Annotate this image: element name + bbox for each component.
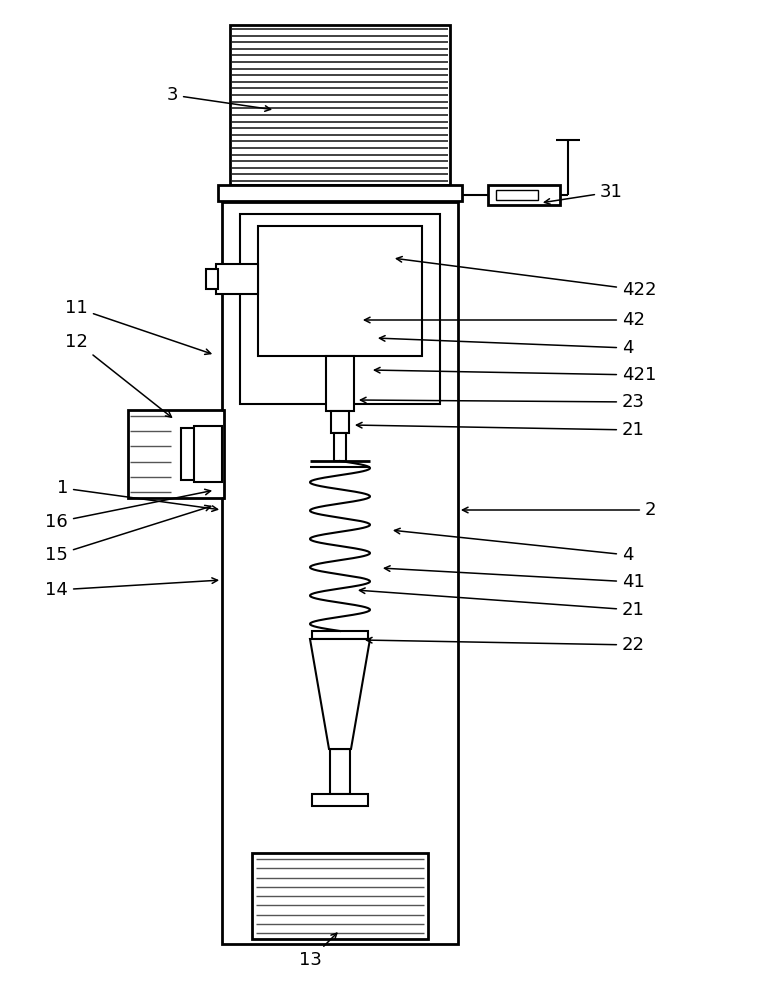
Text: 22: 22 [366, 636, 645, 654]
Bar [312, 631, 368, 639]
Text: 13: 13 [299, 933, 337, 969]
Text: 421: 421 [375, 366, 657, 384]
Text: 16: 16 [45, 489, 210, 531]
Text: 31: 31 [545, 183, 623, 204]
Bar [330, 749, 350, 794]
Bar [312, 794, 368, 806]
Bar [488, 185, 560, 205]
Bar [258, 226, 422, 356]
Text: 42: 42 [365, 311, 645, 329]
Text: 3: 3 [167, 86, 270, 111]
Bar [240, 214, 440, 404]
Text: 21: 21 [356, 421, 645, 439]
Bar [496, 190, 538, 200]
Text: 12: 12 [65, 333, 171, 417]
Text: 15: 15 [45, 505, 210, 564]
Text: 4: 4 [379, 336, 634, 357]
Bar [222, 202, 458, 944]
Text: 4: 4 [395, 528, 634, 564]
Bar [206, 269, 218, 289]
Bar [194, 426, 222, 482]
Bar [331, 411, 349, 433]
Text: 11: 11 [65, 299, 210, 354]
Bar [128, 410, 224, 498]
Text: 1: 1 [57, 479, 217, 511]
Text: 23: 23 [360, 393, 645, 411]
Text: 41: 41 [385, 566, 645, 591]
Bar [218, 185, 462, 201]
Bar [326, 356, 354, 411]
Polygon shape [310, 639, 370, 749]
Bar [216, 264, 258, 294]
Bar [252, 853, 428, 939]
Bar [230, 25, 450, 185]
Text: 422: 422 [396, 257, 657, 299]
Text: 21: 21 [359, 588, 645, 619]
Text: 2: 2 [462, 501, 657, 519]
Bar [181, 428, 213, 480]
Bar [334, 433, 346, 461]
Text: 14: 14 [45, 578, 217, 599]
